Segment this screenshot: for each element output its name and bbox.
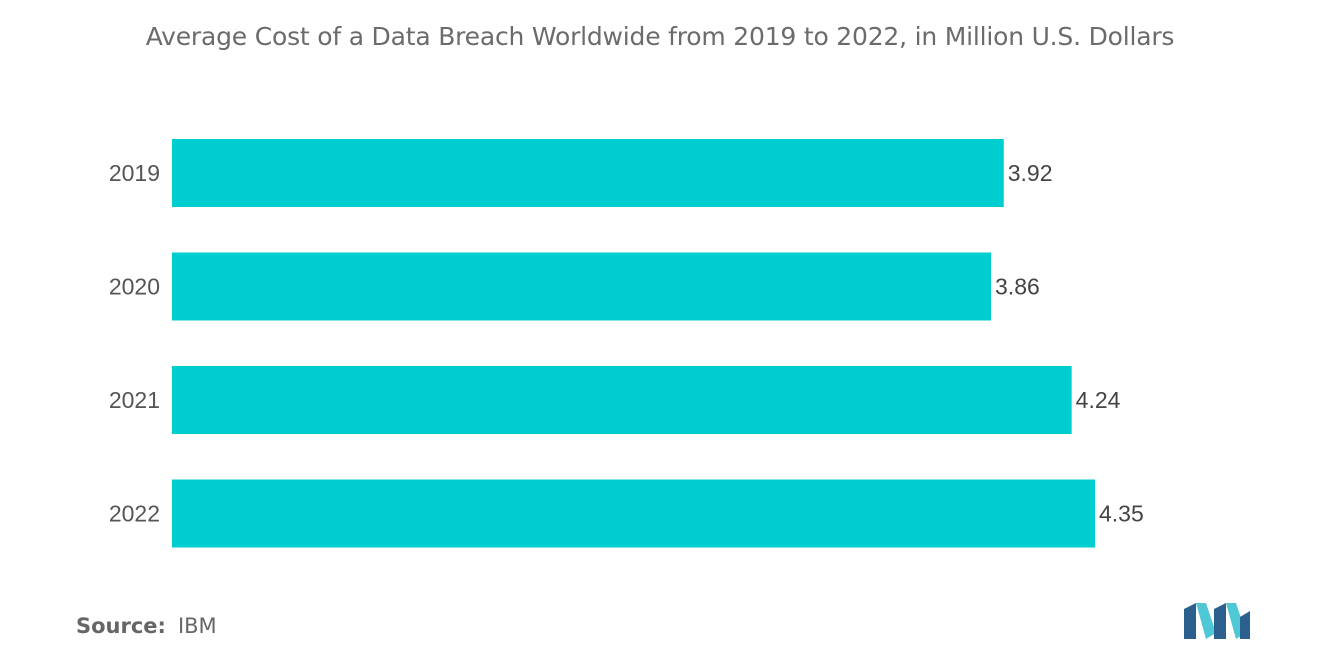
category-label-2020: 2020 (109, 274, 160, 300)
mordor-intelligence-logo-icon (1184, 603, 1250, 639)
category-label-2019: 2019 (109, 160, 160, 186)
value-label-2019: 3.92 (1008, 160, 1053, 186)
bar-chart: 2019 3.92 2020 3.86 2021 4.24 2022 4.35 (109, 139, 1144, 548)
chart-title: Average Cost of a Data Breach Worldwide … (145, 22, 1175, 51)
source-label: Source: (76, 614, 166, 638)
source-value: IBM (177, 614, 217, 638)
bar-2021 (172, 366, 1072, 434)
bar-2022 (172, 479, 1095, 548)
category-label-2022: 2022 (109, 501, 160, 527)
value-label-2022: 4.35 (1099, 501, 1144, 527)
bar-2019 (172, 139, 1004, 207)
bar-2020 (172, 252, 992, 321)
value-label-2020: 3.86 (995, 274, 1040, 300)
value-label-2021: 4.24 (1076, 387, 1121, 413)
source-note: Source: IBM (76, 614, 217, 638)
category-label-2021: 2021 (109, 387, 160, 413)
